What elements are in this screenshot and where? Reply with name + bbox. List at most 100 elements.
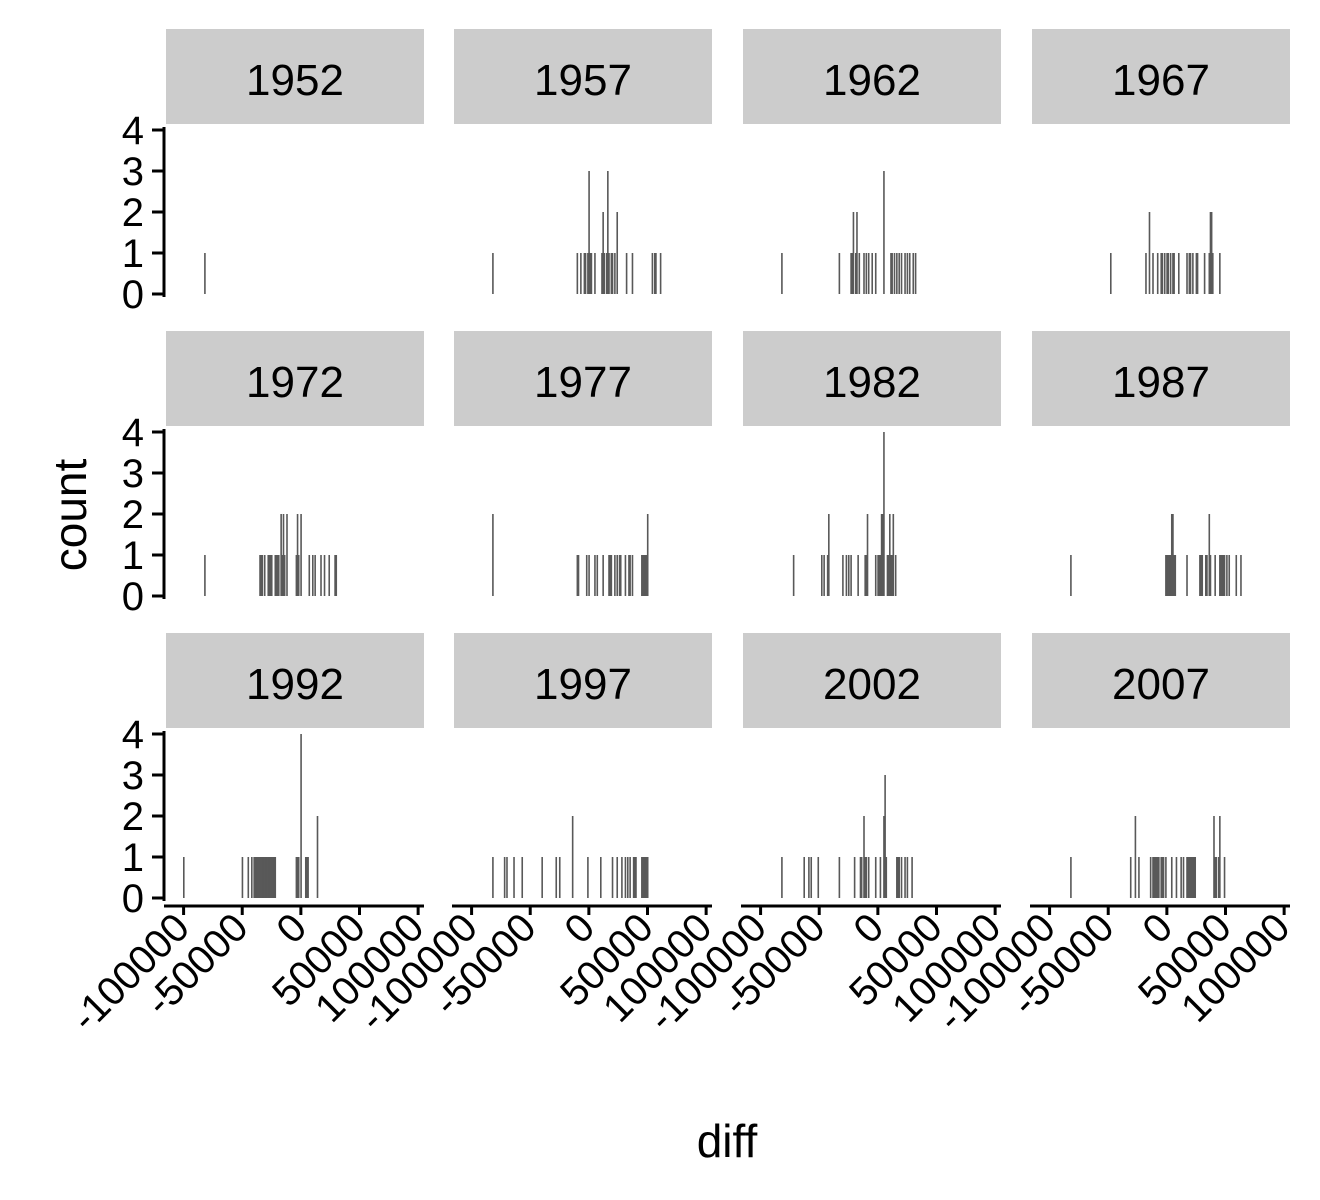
facet-panel-1957: 1957 [454, 29, 712, 294]
histogram-bar [912, 253, 915, 294]
histogram-bar [1129, 857, 1132, 898]
histogram-bar [906, 857, 909, 898]
histogram-bar [585, 555, 588, 596]
histogram-bar [276, 555, 279, 596]
histogram-bar [855, 253, 857, 294]
histogram-bar [1220, 555, 1222, 596]
histogram-bar [614, 555, 616, 596]
facet-strip-label: 1972 [246, 358, 344, 407]
facet-panel-1977: 1977 [454, 331, 712, 596]
y-tick-label: 4 [122, 411, 144, 455]
histogram-bar [892, 514, 895, 596]
histogram-bar [896, 857, 898, 898]
histogram-bar [260, 857, 262, 898]
histogram-bar [624, 857, 627, 898]
histogram-bar [1190, 857, 1193, 898]
histogram-bar [286, 514, 288, 596]
histogram-bar [610, 555, 613, 596]
histogram-bar [267, 857, 270, 898]
histogram-bar [1169, 253, 1172, 294]
histogram-bar [314, 555, 316, 596]
histogram-bar [1148, 212, 1151, 294]
histogram-bar [576, 555, 579, 596]
histogram-bar [631, 555, 634, 596]
histogram-bar [847, 555, 850, 596]
y-tick-label: 3 [122, 754, 144, 798]
histogram-bar [898, 253, 900, 294]
histogram-bar [283, 555, 286, 596]
facet-strip [166, 331, 424, 426]
histogram-bar [1187, 857, 1189, 898]
histogram-bar [255, 857, 258, 898]
histogram-bar [1209, 212, 1212, 294]
histogram-bar [781, 857, 783, 898]
histogram-bar [521, 857, 524, 898]
histogram-bar [810, 857, 813, 898]
facet-strip-label: 1992 [246, 660, 344, 709]
histogram-bar [1186, 857, 1188, 898]
histogram-bar [259, 555, 261, 596]
histogram-bar [894, 555, 897, 596]
histogram-bar [891, 253, 893, 294]
histogram-bar [635, 857, 637, 898]
histogram-bar [1168, 555, 1171, 596]
histogram-bar [643, 857, 645, 898]
histogram-bar [204, 555, 206, 596]
histogram-bar [1201, 555, 1204, 596]
histogram-bar [1209, 555, 1212, 596]
histogram-bar [1145, 253, 1147, 294]
histogram-bar [1169, 555, 1172, 596]
facet-strip-label: 1962 [823, 56, 921, 105]
histogram-bar [853, 857, 856, 898]
histogram-bar [1192, 253, 1194, 294]
histogram-bar [600, 857, 602, 898]
histogram-bar [204, 253, 206, 294]
histogram-bar [1223, 857, 1226, 898]
histogram-bar [304, 857, 307, 898]
histogram-bar [1226, 555, 1228, 596]
histogram-bar [335, 555, 338, 596]
histogram-bar [900, 253, 903, 294]
histogram-bar [1170, 514, 1173, 596]
histogram-bar [1240, 555, 1242, 596]
y-tick-label: 0 [122, 273, 144, 317]
histogram-bar [1219, 253, 1221, 294]
histogram-bar [1214, 857, 1216, 898]
histogram-bar [817, 857, 820, 898]
histogram-bar [589, 253, 592, 294]
histogram-bar [890, 253, 892, 294]
histogram-bar [889, 514, 891, 596]
histogram-bar [641, 857, 643, 898]
histogram-bar [1070, 555, 1072, 596]
histogram-bar [1172, 253, 1174, 294]
histogram-bar [644, 555, 647, 596]
facet-strip-label: 1952 [246, 56, 344, 105]
histogram-bar [883, 432, 885, 596]
histogram-bar [904, 253, 906, 294]
histogram-bar [261, 857, 264, 898]
histogram-bar [576, 253, 579, 294]
histogram-bar [1180, 857, 1182, 898]
histogram-bar [577, 555, 580, 596]
histogram-bar [838, 253, 841, 294]
histogram-bar [1199, 555, 1201, 596]
histogram-bar [253, 857, 255, 898]
histogram-bar [580, 253, 582, 294]
histogram-bar [256, 857, 259, 898]
histogram-bar [1153, 857, 1155, 898]
histogram-bar [259, 857, 261, 898]
histogram-bar [914, 253, 917, 294]
histogram-bar [503, 857, 506, 898]
histogram-bar [602, 555, 604, 596]
y-tick-label: 4 [122, 713, 144, 757]
histogram-bar [644, 857, 647, 898]
histogram-bar [1161, 857, 1164, 898]
histogram-bar [860, 857, 863, 898]
histogram-bar [266, 857, 268, 898]
histogram-bar [1134, 816, 1137, 898]
histogram-bar [588, 171, 590, 294]
histogram-bar [851, 253, 854, 294]
